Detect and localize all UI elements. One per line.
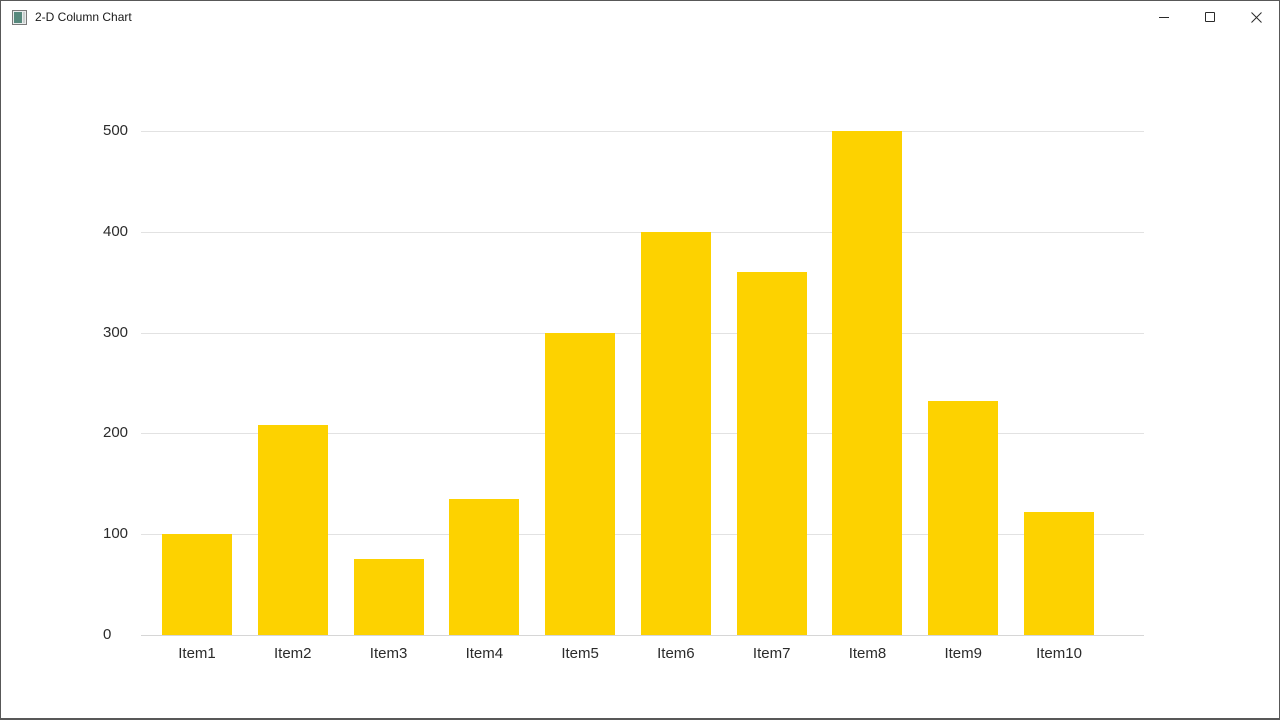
gridline [141, 131, 1144, 132]
x-tick-label: Item5 [561, 645, 599, 662]
x-tick-label: Item9 [944, 645, 982, 662]
minimize-button[interactable] [1141, 1, 1187, 33]
x-tick-label: Item6 [657, 645, 695, 662]
x-axis-line [141, 635, 1144, 636]
bar-item7 [736, 272, 807, 635]
maximize-icon [1205, 12, 1215, 22]
minimize-icon [1159, 16, 1169, 18]
x-tick-label: Item4 [465, 645, 504, 662]
x-tick-label: Item7 [752, 645, 791, 662]
x-axis-labels: Item1 Item2 Item3 Item4 Item5 Item6 Item7 Item8… [141, 644, 1144, 664]
close-icon [1250, 11, 1262, 23]
bar-item8 [832, 131, 903, 635]
y-tick-label: 300 [103, 323, 129, 341]
bar-item1 [162, 534, 232, 635]
bar-item10 [1024, 512, 1095, 635]
y-tick-label: 200 [103, 424, 129, 442]
app-icon-glyph [14, 11, 22, 23]
x-tick-label: Item8 [848, 645, 887, 662]
x-tick-label: Item3 [369, 645, 408, 662]
y-tick-label: 0 [103, 626, 112, 643]
bar-item5 [545, 332, 616, 635]
y-axis-labels: 500 400 300 200 100 0 [103, 122, 139, 643]
app-icon-scrollbar-strip [23, 11, 25, 23]
app-icon[interactable] [12, 9, 27, 25]
x-tick-label: Item2 [274, 645, 312, 662]
window-title: 2-D Column Chart [35, 10, 132, 24]
plot-area [141, 131, 1144, 636]
bar-item9 [928, 401, 999, 635]
title-bar[interactable]: 2-D Column Chart [1, 1, 1279, 33]
bar-item6 [640, 231, 711, 635]
bar-item4 [449, 498, 520, 635]
x-tick-label: Item1 [178, 645, 216, 662]
x-tick-label: Item10 [1036, 645, 1082, 662]
caption-buttons [1141, 1, 1279, 33]
close-button[interactable] [1233, 1, 1279, 33]
y-tick-label: 400 [103, 222, 129, 240]
maximize-button[interactable] [1187, 1, 1233, 33]
bar-item3 [353, 559, 424, 635]
y-tick-label: 500 [103, 122, 129, 139]
y-tick-label: 100 [103, 525, 129, 543]
bar-item2 [257, 425, 328, 635]
